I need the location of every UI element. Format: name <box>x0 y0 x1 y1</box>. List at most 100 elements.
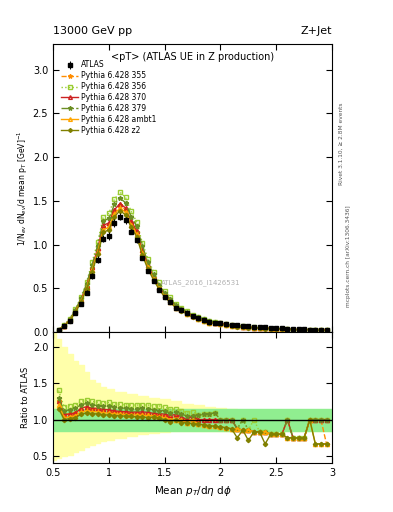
Pythia 6.428 ambt1 <box>168 298 173 305</box>
Pythia 6.428 370 <box>307 327 312 333</box>
Pythia 6.428 356 <box>173 301 178 307</box>
Pythia 6.428 z2 <box>129 224 134 230</box>
Pythia 6.428 370 <box>263 325 268 331</box>
Pythia 6.428 ambt1 <box>296 327 301 333</box>
Pythia 6.428 ambt1 <box>162 293 167 300</box>
Pythia 6.428 379 <box>296 327 301 333</box>
Text: Rivet 3.1.10, ≥ 2.8M events: Rivet 3.1.10, ≥ 2.8M events <box>339 102 344 185</box>
Pythia 6.428 356 <box>263 325 268 331</box>
Pythia 6.428 z2 <box>268 326 273 332</box>
Pythia 6.428 379 <box>162 290 167 296</box>
Pythia 6.428 370 <box>56 327 61 333</box>
X-axis label: Mean $p_T$/d$\eta$ d$\phi$: Mean $p_T$/d$\eta$ d$\phi$ <box>154 484 231 498</box>
Pythia 6.428 z2 <box>73 309 78 315</box>
Pythia 6.428 356 <box>252 324 256 330</box>
Pythia 6.428 370 <box>73 308 78 314</box>
Pythia 6.428 ambt1 <box>123 209 128 216</box>
Pythia 6.428 356 <box>229 322 234 328</box>
Pythia 6.428 370 <box>118 201 122 207</box>
Pythia 6.428 ambt1 <box>307 327 312 333</box>
Pythia 6.428 379 <box>302 327 307 333</box>
Pythia 6.428 z2 <box>101 229 106 236</box>
Pythia 6.428 356 <box>95 239 100 245</box>
Pythia 6.428 370 <box>252 325 256 331</box>
Pythia 6.428 z2 <box>257 325 262 331</box>
Pythia 6.428 ambt1 <box>56 327 61 333</box>
Pythia 6.428 355 <box>179 307 184 313</box>
Pythia 6.428 356 <box>224 321 228 327</box>
Pythia 6.428 379 <box>179 306 184 312</box>
Pythia 6.428 ambt1 <box>190 313 195 319</box>
Pythia 6.428 ambt1 <box>241 324 245 330</box>
Pythia 6.428 355 <box>274 326 279 332</box>
Pythia 6.428 379 <box>173 302 178 308</box>
Pythia 6.428 355 <box>291 327 296 333</box>
Pythia 6.428 370 <box>68 317 72 323</box>
Line: Pythia 6.428 370: Pythia 6.428 370 <box>57 202 329 332</box>
Pythia 6.428 z2 <box>79 299 83 305</box>
Pythia 6.428 370 <box>235 323 240 329</box>
Pythia 6.428 ambt1 <box>112 211 117 217</box>
Pythia 6.428 370 <box>190 312 195 318</box>
Pythia 6.428 379 <box>313 327 318 333</box>
Pythia 6.428 ambt1 <box>257 325 262 331</box>
Pythia 6.428 370 <box>213 319 217 326</box>
Pythia 6.428 z2 <box>62 323 66 329</box>
Pythia 6.428 355 <box>296 327 301 333</box>
Line: Pythia 6.428 ambt1: Pythia 6.428 ambt1 <box>57 206 329 332</box>
Pythia 6.428 z2 <box>274 326 279 332</box>
Pythia 6.428 356 <box>107 210 111 216</box>
Pythia 6.428 356 <box>90 259 94 265</box>
Pythia 6.428 356 <box>196 314 200 321</box>
Pythia 6.428 z2 <box>68 317 72 324</box>
Pythia 6.428 370 <box>84 283 89 289</box>
Pythia 6.428 356 <box>190 312 195 318</box>
Pythia 6.428 z2 <box>313 327 318 333</box>
Pythia 6.428 z2 <box>112 214 117 220</box>
Pythia 6.428 355 <box>257 325 262 331</box>
Pythia 6.428 355 <box>112 208 117 215</box>
Pythia 6.428 ambt1 <box>268 326 273 332</box>
Pythia 6.428 356 <box>257 325 262 331</box>
Pythia 6.428 ambt1 <box>84 285 89 291</box>
Pythia 6.428 ambt1 <box>207 319 212 326</box>
Pythia 6.428 379 <box>213 318 217 325</box>
Pythia 6.428 355 <box>162 292 167 298</box>
Pythia 6.428 ambt1 <box>324 327 329 333</box>
Pythia 6.428 370 <box>279 326 284 332</box>
Pythia 6.428 356 <box>319 327 323 333</box>
Pythia 6.428 379 <box>196 314 200 321</box>
Pythia 6.428 355 <box>107 222 111 228</box>
Pythia 6.428 356 <box>84 279 89 285</box>
Pythia 6.428 ambt1 <box>173 305 178 311</box>
Pythia 6.428 370 <box>257 325 262 331</box>
Pythia 6.428 356 <box>112 196 117 202</box>
Pythia 6.428 ambt1 <box>73 309 78 315</box>
Pythia 6.428 379 <box>123 200 128 206</box>
Pythia 6.428 z2 <box>252 325 256 331</box>
Pythia 6.428 370 <box>145 262 150 268</box>
Pythia 6.428 356 <box>145 255 150 262</box>
Pythia 6.428 370 <box>274 326 279 332</box>
Pythia 6.428 379 <box>252 325 256 331</box>
Pythia 6.428 356 <box>324 327 329 333</box>
Pythia 6.428 ambt1 <box>145 264 150 270</box>
Pythia 6.428 ambt1 <box>107 224 111 230</box>
Pythia 6.428 355 <box>285 326 290 332</box>
Pythia 6.428 z2 <box>246 325 251 331</box>
Pythia 6.428 379 <box>145 259 150 265</box>
Pythia 6.428 355 <box>151 275 156 281</box>
Pythia 6.428 370 <box>201 317 206 323</box>
Pythia 6.428 370 <box>95 245 100 251</box>
Pythia 6.428 355 <box>73 308 78 314</box>
Pythia 6.428 379 <box>268 326 273 332</box>
Pythia 6.428 ambt1 <box>95 249 100 255</box>
Pythia 6.428 370 <box>207 318 212 325</box>
Pythia 6.428 355 <box>123 207 128 213</box>
Pythia 6.428 355 <box>145 264 150 270</box>
Pythia 6.428 370 <box>101 222 106 228</box>
Pythia 6.428 370 <box>218 321 223 327</box>
Pythia 6.428 356 <box>207 318 212 324</box>
Pythia 6.428 379 <box>190 312 195 318</box>
Pythia 6.428 370 <box>291 327 296 333</box>
